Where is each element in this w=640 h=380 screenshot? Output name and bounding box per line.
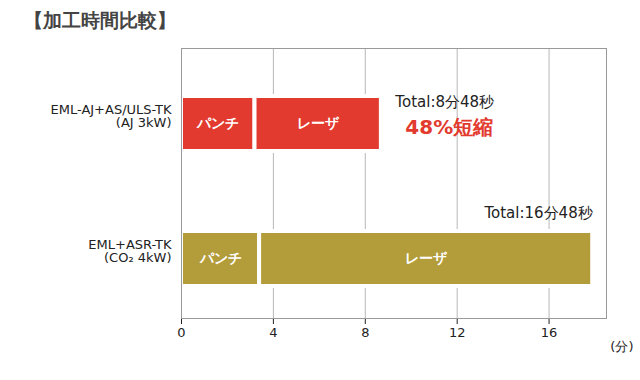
svg-text:パンチ: パンチ	[196, 115, 239, 131]
svg-text:EML+ASR-TK(CO₂ 4kW): EML+ASR-TK(CO₂ 4kW)	[88, 237, 172, 265]
svg-text:パンチ: パンチ	[199, 250, 242, 266]
svg-text:Total:16分48秒: Total:16分48秒	[483, 204, 592, 222]
svg-text:12: 12	[449, 325, 466, 340]
svg-text:8: 8	[361, 325, 369, 340]
svg-text:16: 16	[541, 325, 558, 340]
svg-text:0: 0	[177, 325, 185, 340]
html-text:【加工時間比較】: 【加工時間比較】	[24, 9, 176, 31]
svg-text:Total:8分48秒: Total:8分48秒	[394, 93, 494, 111]
svg-text:4: 4	[269, 325, 277, 340]
svg-text:レーザ: レーザ	[297, 115, 340, 131]
svg-text:レーザ: レーザ	[405, 250, 448, 266]
svg-text:EML-AJ+AS/ULS-TK(AJ 3kW): EML-AJ+AS/ULS-TK(AJ 3kW)	[51, 102, 172, 130]
svg-text:48%短縮: 48%短縮	[405, 115, 493, 139]
svg-text:(分): (分)	[610, 339, 633, 354]
